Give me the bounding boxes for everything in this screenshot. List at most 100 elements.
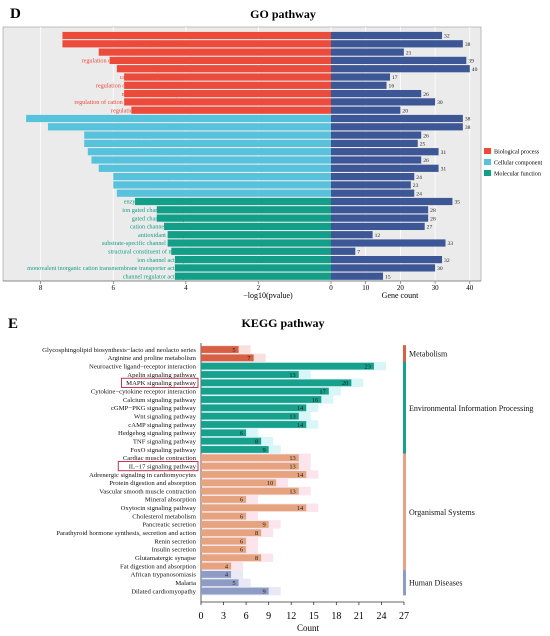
go-pvalue-bar: [84, 131, 331, 139]
go-pvalue-bar: [171, 247, 331, 255]
kegg-term-label: Arginine and proline metabolism: [108, 355, 197, 362]
go-count-label: 35: [454, 200, 460, 206]
kegg-term-label: Insulin secretion: [152, 547, 197, 554]
go-pvalue-bar: [156, 206, 331, 214]
kegg-bar: [201, 446, 269, 453]
kegg-category-strip: [403, 570, 406, 596]
kegg-value-label: 14: [297, 472, 304, 479]
go-gene-count-bar: [331, 98, 436, 106]
go-count-label: 32: [444, 34, 450, 40]
kegg-tick-label: 15: [309, 611, 319, 622]
go-count-label: 40: [472, 67, 478, 73]
go-legend-swatch: [484, 148, 491, 154]
go-pvalue-bar: [167, 239, 331, 247]
kegg-value-label: 8: [255, 530, 258, 537]
go-gene-count-bar: [331, 197, 453, 206]
go-term-label: regulation of cation transmembrane trans…: [74, 99, 186, 106]
go-count-label: 31: [441, 150, 447, 156]
go-bars-layer: 32 muscle contraction 38 muscle system proc…: [3, 27, 481, 292]
go-pvalue-bar: [174, 272, 331, 280]
go-pvalue-bar: [62, 31, 331, 40]
kegg-tick-label: 18: [331, 611, 341, 622]
kegg-term-label: Renin secretion: [154, 538, 196, 545]
kegg-bar: [201, 387, 329, 395]
kegg-term-label: Pancreatic secretion: [142, 522, 196, 529]
kegg-value-label: 6: [240, 538, 243, 545]
kegg-bar: [201, 479, 277, 487]
kegg-category-label: Organismal Systems: [409, 508, 475, 517]
go-gene-count-bar: [331, 164, 439, 172]
go-term-label: synaptic membrane: [138, 116, 187, 123]
go-legend-label: Biological process: [494, 149, 540, 155]
kegg-bar: [201, 571, 232, 578]
go-pvalue-bar: [156, 214, 331, 222]
kegg-category-label: Metabolism: [409, 350, 448, 359]
go-term-label: muscle system process: [130, 41, 187, 48]
go-count-label: 26: [423, 133, 429, 139]
go-gene-count-bar: [331, 247, 356, 255]
go-term-label: transmembrane transporter complex: [97, 149, 187, 156]
go-gene-count-bar: [331, 272, 384, 280]
go-gene-count-bar: [331, 40, 463, 48]
kegg-bar: [201, 512, 247, 520]
kegg-bar: [201, 529, 262, 537]
kegg-value-label: 10: [267, 480, 273, 487]
go-pathway-panel: D GO pathway 32 muscle contraction 38 muscl…: [2, 6, 543, 300]
kegg-category-label: Human Diseases: [409, 579, 463, 588]
kegg-tick-label: 0: [199, 611, 204, 622]
go-term-label: substrate-specific channel activity: [102, 240, 187, 247]
go-gene-count-bar: [331, 239, 446, 247]
go-gene-count-bar: [331, 90, 422, 98]
go-legend-swatch: [484, 170, 491, 176]
kegg-tick-label: 3: [221, 611, 226, 622]
go-term-label: regulation of neurotransmitter levels: [96, 83, 187, 90]
go-pvalue-bar: [174, 256, 331, 264]
go-term-label: regulation of ion transmembrane transpor…: [82, 58, 187, 65]
go-gene-count-bar: [331, 264, 436, 272]
go-tick-label: 40: [466, 284, 474, 292]
kegg-bar: [201, 471, 307, 478]
kegg-bar: [201, 521, 269, 528]
kegg-bar: [201, 562, 232, 570]
go-pvalue-bar: [87, 148, 331, 156]
go-gene-count-bar: [331, 214, 429, 222]
go-gene-count-bar: [331, 181, 411, 189]
kegg-bar: [201, 587, 269, 595]
kegg-bar: [201, 454, 299, 462]
go-legend-label: Cellular component: [494, 160, 543, 166]
go-count-label: 25: [420, 142, 426, 148]
go-gene-count-bar: [331, 231, 373, 239]
kegg-value-label: 14: [297, 422, 304, 429]
go-pvalue-bar: [113, 181, 331, 189]
kegg-bar: [201, 396, 322, 403]
go-count-label: 30: [437, 266, 443, 272]
go-pvalue-bar: [124, 90, 332, 98]
kegg-term-label: Glycosphingolipid biosynthesis−lacto and…: [42, 347, 196, 354]
kegg-term-label: Glutamatergic synapse: [135, 555, 196, 562]
kegg-bar: [201, 412, 299, 420]
kegg-term-label: Protein digestion and absorption: [109, 480, 196, 487]
go-pvalue-bar: [47, 123, 331, 131]
go-term-label: contractile fiber: [147, 157, 186, 164]
go-term-label: axon terminus: [151, 182, 187, 189]
go-panel-label: D: [10, 6, 21, 22]
kegg-value-label: 13: [289, 488, 295, 495]
kegg-term-label: cAMP signaling pathway: [128, 422, 196, 429]
go-term-label: gated channel activity: [132, 215, 187, 222]
kegg-bar: [201, 379, 352, 387]
kegg-term-label: Cholesterol metabolism: [132, 513, 197, 520]
kegg-bar: [201, 462, 299, 470]
go-pvalue-bar: [91, 156, 331, 164]
go-pvalue-bar: [26, 114, 332, 123]
kegg-term-label: Fat digestion and absorption: [120, 563, 197, 570]
kegg-term-label: Calcium signaling pathway: [123, 397, 197, 404]
kegg-value-label: 16: [312, 397, 318, 404]
kegg-bar: [201, 487, 299, 495]
kegg-term-label: Oxytocin signaling pathway: [121, 505, 197, 512]
go-count-label: 26: [423, 92, 429, 98]
go-count-label: 28: [430, 208, 436, 214]
kegg-bar: [201, 579, 239, 587]
go-count-label: 38: [465, 42, 471, 48]
kegg-bar: [201, 496, 247, 503]
go-pvalue-bar: [174, 264, 331, 272]
